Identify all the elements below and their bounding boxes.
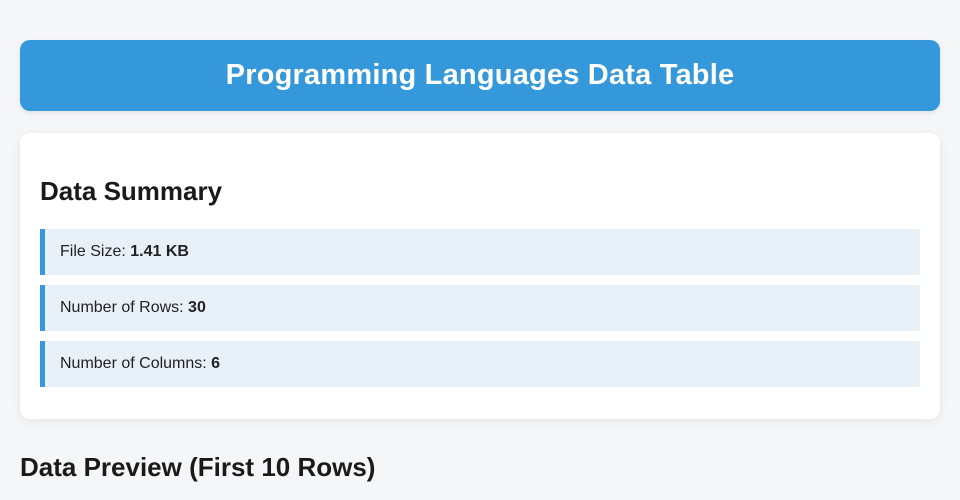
header-banner: Programming Languages Data Table (20, 40, 940, 111)
summary-item-column-count: Number of Columns: 6 (40, 340, 920, 387)
summary-item-label: Number of Rows: (60, 298, 189, 316)
summary-item-value: 1.41 KB (130, 242, 189, 260)
page: Programming Languages Data Table Data Su… (0, 40, 960, 500)
data-preview-section: Data Preview (First 10 Rows) (20, 451, 940, 485)
page-title: Programming Languages Data Table (225, 59, 735, 91)
data-summary-heading: Data Summary (40, 176, 223, 206)
summary-item-file-size: File Size: 1.41 KB (40, 228, 920, 275)
summary-item-row-count: Number of Rows: 30 (40, 284, 920, 331)
data-summary-card: Data Summary File Size: 1.41 KB Number o… (20, 133, 940, 419)
summary-item-label: Number of Columns: (60, 354, 212, 372)
data-preview-heading: Data Preview (First 10 Rows) (20, 451, 376, 482)
summary-item-label: File Size: (60, 242, 131, 260)
summary-item-value: 30 (188, 298, 206, 316)
summary-item-value: 6 (211, 354, 221, 372)
